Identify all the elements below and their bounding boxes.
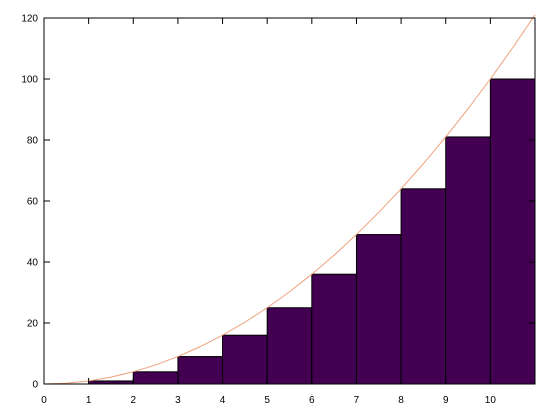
y-tick-label-1: 20 (27, 319, 39, 330)
x-tick-label-6: 6 (309, 395, 315, 406)
x-tick-label-3: 3 (175, 395, 181, 406)
bar-7 (355, 234, 402, 385)
x-tick-label-5: 5 (264, 395, 270, 406)
x-tick-label-2: 2 (130, 395, 136, 406)
bar-3 (177, 356, 224, 385)
bar-4 (222, 334, 268, 385)
y-tick-label-6: 120 (21, 14, 38, 25)
bar-2 (132, 371, 179, 385)
x-tick-label-10: 10 (485, 395, 497, 406)
y-tick-label-5: 100 (21, 75, 38, 86)
y-tick-label-0: 0 (32, 380, 38, 391)
x-tick-label-7: 7 (354, 395, 360, 406)
x-tick-label-9: 9 (443, 395, 449, 406)
bars (88, 78, 536, 385)
bar-6 (311, 273, 357, 385)
y-tick-label-2: 40 (27, 258, 39, 269)
y-tick-label-3: 60 (27, 197, 39, 208)
x-tick-label-0: 0 (41, 395, 47, 406)
bar-5 (266, 307, 313, 385)
x-tick-label-4: 4 (220, 395, 226, 406)
ticks (43, 17, 535, 385)
curve-line (43, 14, 536, 385)
y-tick-label-4: 80 (27, 136, 39, 147)
x-tick-label-8: 8 (398, 395, 404, 406)
x-tick-label-1: 1 (86, 395, 92, 406)
bar-9 (445, 136, 491, 385)
bar-8 (400, 188, 447, 385)
bar-10 (489, 78, 536, 385)
